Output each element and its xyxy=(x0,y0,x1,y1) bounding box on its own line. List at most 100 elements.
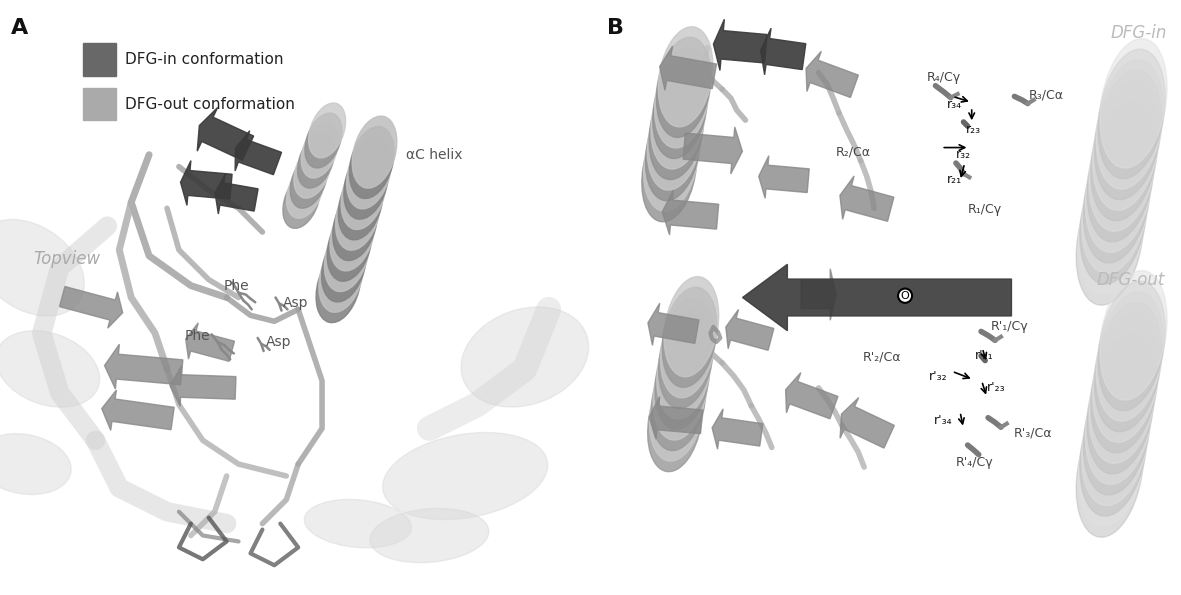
Ellipse shape xyxy=(644,111,698,211)
Ellipse shape xyxy=(350,126,394,199)
Ellipse shape xyxy=(1089,102,1156,231)
Ellipse shape xyxy=(333,189,378,261)
Polygon shape xyxy=(726,309,774,350)
Text: DFG-in: DFG-in xyxy=(1111,24,1167,42)
Polygon shape xyxy=(712,409,763,449)
Text: r₃₄: r₃₄ xyxy=(947,98,963,111)
Text: Topview: Topview xyxy=(33,250,100,268)
Text: Asp: Asp xyxy=(266,335,291,349)
Ellipse shape xyxy=(664,277,719,377)
Text: Asp: Asp xyxy=(283,296,308,311)
Polygon shape xyxy=(235,131,281,175)
Ellipse shape xyxy=(1092,313,1160,442)
Ellipse shape xyxy=(657,37,711,137)
Text: R₄/Cγ: R₄/Cγ xyxy=(927,71,961,84)
Ellipse shape xyxy=(647,372,703,472)
Ellipse shape xyxy=(305,113,342,168)
Text: r'₂₃: r'₂₃ xyxy=(987,381,1005,394)
Ellipse shape xyxy=(1088,345,1154,474)
Ellipse shape xyxy=(319,240,364,312)
Ellipse shape xyxy=(647,90,702,190)
Ellipse shape xyxy=(1091,92,1157,221)
Ellipse shape xyxy=(646,101,700,201)
Ellipse shape xyxy=(1089,334,1156,464)
Ellipse shape xyxy=(308,103,346,158)
Ellipse shape xyxy=(1079,387,1147,516)
Ellipse shape xyxy=(1100,271,1167,400)
Ellipse shape xyxy=(298,133,334,188)
Ellipse shape xyxy=(1100,39,1167,168)
Text: r₂₁: r₂₁ xyxy=(947,173,963,186)
Ellipse shape xyxy=(1083,133,1150,263)
Polygon shape xyxy=(660,46,717,90)
Bar xyxy=(84,87,116,120)
Ellipse shape xyxy=(461,307,588,407)
Text: R₃/Cα: R₃/Cα xyxy=(1029,89,1064,102)
Text: B: B xyxy=(607,18,624,38)
Ellipse shape xyxy=(654,48,710,148)
Polygon shape xyxy=(761,28,805,75)
Ellipse shape xyxy=(329,199,374,271)
Ellipse shape xyxy=(335,178,380,250)
Ellipse shape xyxy=(321,230,366,302)
Polygon shape xyxy=(758,156,809,198)
Ellipse shape xyxy=(1098,281,1166,411)
Text: r'₂₁: r'₂₁ xyxy=(976,349,994,362)
Polygon shape xyxy=(650,397,703,439)
Ellipse shape xyxy=(650,361,704,461)
Ellipse shape xyxy=(1078,165,1146,295)
Polygon shape xyxy=(807,51,859,98)
Ellipse shape xyxy=(657,319,711,419)
Text: A: A xyxy=(11,18,28,38)
Ellipse shape xyxy=(653,340,707,440)
Ellipse shape xyxy=(660,298,715,398)
Ellipse shape xyxy=(1076,176,1143,305)
Ellipse shape xyxy=(0,220,84,316)
Ellipse shape xyxy=(341,158,386,230)
Text: αC helix: αC helix xyxy=(405,148,462,162)
Ellipse shape xyxy=(301,123,338,178)
Ellipse shape xyxy=(655,330,710,430)
Text: R'₂/Cα: R'₂/Cα xyxy=(862,350,901,364)
Ellipse shape xyxy=(1098,49,1166,178)
Text: R'₄/Cγ: R'₄/Cγ xyxy=(955,456,993,469)
Ellipse shape xyxy=(1095,302,1162,432)
Ellipse shape xyxy=(325,220,368,292)
Bar xyxy=(84,43,116,76)
Ellipse shape xyxy=(347,137,391,209)
Text: R'₁/Cγ: R'₁/Cγ xyxy=(991,320,1029,333)
Text: DFG-out: DFG-out xyxy=(1097,271,1166,289)
Ellipse shape xyxy=(1082,376,1149,506)
Polygon shape xyxy=(801,269,836,320)
Text: R'₃/Cα: R'₃/Cα xyxy=(1013,427,1052,440)
Ellipse shape xyxy=(1085,123,1153,252)
Text: DFG-out conformation: DFG-out conformation xyxy=(125,96,295,112)
Ellipse shape xyxy=(1095,70,1162,200)
Polygon shape xyxy=(713,19,768,70)
Polygon shape xyxy=(181,161,233,205)
Ellipse shape xyxy=(317,250,360,322)
Polygon shape xyxy=(215,174,259,214)
Ellipse shape xyxy=(1096,60,1163,189)
Ellipse shape xyxy=(283,174,320,228)
Text: r'₃₂: r'₃₂ xyxy=(928,369,947,383)
Polygon shape xyxy=(170,366,236,406)
Ellipse shape xyxy=(1096,292,1163,421)
Ellipse shape xyxy=(658,27,713,127)
Text: DFG-in conformation: DFG-in conformation xyxy=(125,52,283,67)
Ellipse shape xyxy=(1088,112,1154,242)
Ellipse shape xyxy=(370,508,489,563)
Ellipse shape xyxy=(1078,397,1146,527)
Ellipse shape xyxy=(1085,355,1153,484)
Ellipse shape xyxy=(291,154,327,208)
Polygon shape xyxy=(840,176,894,221)
Polygon shape xyxy=(185,323,235,361)
Ellipse shape xyxy=(0,434,71,494)
Polygon shape xyxy=(743,264,1011,331)
Text: O: O xyxy=(901,291,909,300)
Ellipse shape xyxy=(294,143,331,198)
Ellipse shape xyxy=(305,499,411,548)
Ellipse shape xyxy=(327,209,372,281)
Ellipse shape xyxy=(641,122,697,222)
Ellipse shape xyxy=(1079,155,1147,284)
